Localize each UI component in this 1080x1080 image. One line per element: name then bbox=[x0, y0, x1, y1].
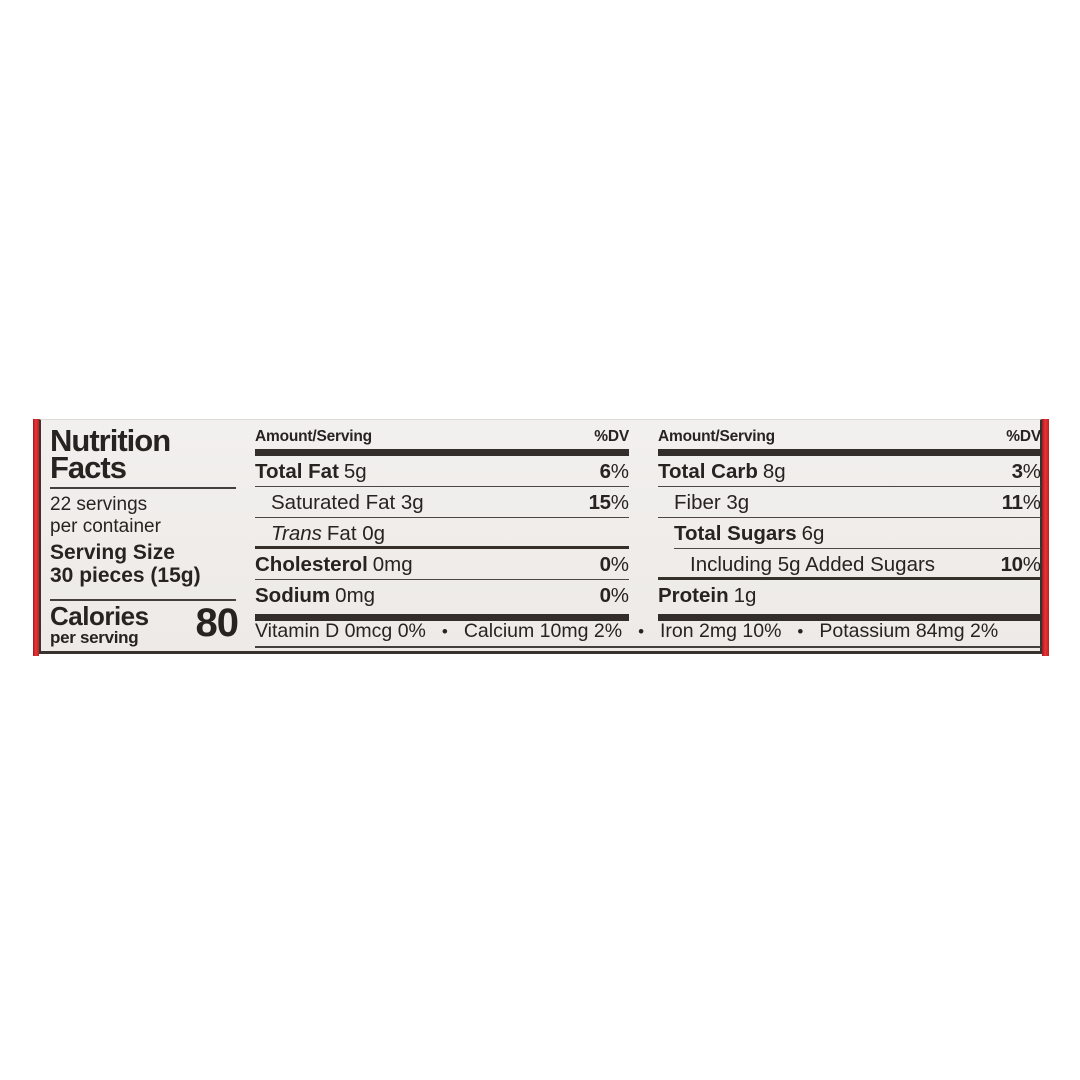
serving-size: Serving Size 30 pieces (15g) bbox=[50, 541, 236, 601]
nutrient-qty: 8g bbox=[762, 459, 786, 483]
nutrient-name: Trans bbox=[271, 521, 322, 545]
servings-per-container: 22 servings per container bbox=[50, 494, 244, 537]
nutrient-qty: 1g bbox=[733, 583, 757, 607]
nutrient-dv: 15% bbox=[588, 490, 629, 514]
servings-unit: per container bbox=[50, 515, 161, 537]
calories-value: 80 bbox=[195, 601, 239, 645]
nutrient-name: Total Fat bbox=[255, 459, 339, 483]
package-red-edge-right bbox=[1042, 419, 1049, 656]
nutrient-qty: 0mg bbox=[372, 552, 413, 576]
bullet-separator: • bbox=[797, 621, 804, 641]
nutrient-dv: 0% bbox=[599, 583, 629, 607]
identity-column: Nutrition Facts 22 servings per containe… bbox=[50, 422, 244, 646]
nutrient-amount: Fiber 3g bbox=[658, 491, 749, 515]
column-header: Amount/Serving %DV bbox=[658, 425, 1041, 446]
thick-rule bbox=[658, 449, 1041, 456]
nutrient-row-fiber: Fiber 3g 11% bbox=[658, 487, 1041, 518]
nutrient-column-fat-sodium: Amount/Serving %DV Total Fat 5g 6% Satura… bbox=[255, 425, 629, 621]
panel-title-line1: Nutrition bbox=[50, 423, 171, 458]
nutrition-facts-panel: Nutrition Facts 22 servings per containe… bbox=[39, 419, 1042, 654]
thick-rule bbox=[658, 614, 1041, 621]
amount-serving-header: Amount/Serving bbox=[255, 428, 372, 445]
nutrient-name: Including 5g Added Sugars bbox=[690, 552, 936, 576]
thick-rule bbox=[255, 614, 629, 621]
column-header: Amount/Serving %DV bbox=[255, 425, 629, 446]
bullet-separator: • bbox=[441, 621, 448, 641]
nutrient-qty: 5g bbox=[343, 459, 367, 483]
nutrient-amount: Trans Fat 0g bbox=[271, 521, 386, 545]
calories-block: Calories per serving 80 bbox=[50, 601, 239, 647]
panel-title: Nutrition Facts bbox=[50, 422, 236, 489]
thick-rule bbox=[255, 449, 629, 456]
servings-count: 22 servings bbox=[50, 494, 148, 515]
nutrient-amount: Sodium 0mg bbox=[255, 584, 375, 608]
nutrient-amount: Saturated Fat 3g bbox=[255, 491, 424, 515]
nutrient-row-cholesterol: Cholesterol 0mg 0% bbox=[255, 549, 629, 580]
nutrient-amount: Cholesterol 0mg bbox=[255, 553, 413, 577]
nutrient-row-total-carb: Total Carb 8g 3% bbox=[658, 456, 1041, 487]
panel-title-line2: Facts bbox=[50, 450, 127, 485]
nutrient-row-added-sugars: Including 5g Added Sugars 10% bbox=[658, 549, 1041, 580]
nutrient-name: Fiber 3g bbox=[674, 490, 750, 514]
serving-size-label: Serving Size bbox=[50, 541, 175, 564]
nutrient-name: Cholesterol bbox=[255, 552, 368, 576]
calories-labels: Calories per serving bbox=[50, 601, 149, 647]
nutrient-row-total-fat: Total Fat 5g 6% bbox=[255, 456, 629, 487]
bullet-separator: • bbox=[638, 621, 645, 641]
micronutrient-vitamin-d: Vitamin D 0mcg 0% bbox=[255, 619, 426, 642]
nutrient-dv: 11% bbox=[1001, 490, 1041, 514]
nutrient-row-total-sugars: Total Sugars 6g bbox=[658, 518, 1041, 549]
nutrient-name: Protein bbox=[658, 583, 729, 607]
nutrient-row-saturated-fat: Saturated Fat 3g 15% bbox=[255, 487, 629, 518]
dv-header: %DV bbox=[594, 428, 629, 445]
micronutrient-calcium: Calcium 10mg 2% bbox=[463, 619, 623, 642]
nutrient-row-sodium: Sodium 0mg 0% bbox=[255, 580, 629, 611]
nutrient-row-trans-fat: Trans Fat 0g bbox=[255, 518, 629, 549]
serving-size-value: 30 pieces (15g) bbox=[50, 564, 201, 587]
nutrient-row-protein: Protein 1g bbox=[658, 580, 1041, 611]
package-red-edge-left bbox=[33, 419, 39, 656]
nutrient-name: Saturated Fat 3g bbox=[271, 490, 424, 514]
nutrient-name: Total Sugars bbox=[674, 521, 797, 545]
nutrient-column-carb-protein: Amount/Serving %DV Total Carb 8g 3% Fiber… bbox=[658, 425, 1041, 621]
nutrient-amount: Protein 1g bbox=[658, 584, 756, 608]
calories-sublabel: per serving bbox=[50, 628, 139, 647]
nutrient-name: Total Carb bbox=[658, 459, 758, 483]
calories-label: Calories bbox=[50, 601, 149, 631]
dv-header: %DV bbox=[1006, 428, 1041, 445]
nutrient-qty: 0mg bbox=[335, 583, 376, 607]
nutrient-amount: Total Fat 5g bbox=[255, 460, 367, 484]
nutrient-name: Sodium bbox=[255, 583, 331, 607]
nutrient-amount: Total Sugars 6g bbox=[658, 522, 824, 546]
amount-serving-header: Amount/Serving bbox=[658, 428, 775, 445]
nutrient-dv: 0% bbox=[599, 552, 629, 576]
nutrient-dv: 6% bbox=[599, 459, 629, 483]
nutrient-dv: 3% bbox=[1011, 459, 1041, 483]
nutrient-dv: 10% bbox=[1000, 552, 1041, 576]
nutrient-amount: Total Carb 8g bbox=[658, 460, 786, 484]
nutrient-amount: Including 5g Added Sugars bbox=[658, 553, 935, 577]
micronutrient-iron: Iron 2mg 10% bbox=[660, 619, 782, 642]
nutrient-qty: 6g bbox=[801, 521, 825, 545]
micronutrient-footer: Vitamin D 0mcg 0% • Calcium 10mg 2% • Ir… bbox=[255, 616, 1041, 648]
micronutrient-potassium: Potassium 84mg 2% bbox=[819, 619, 999, 642]
